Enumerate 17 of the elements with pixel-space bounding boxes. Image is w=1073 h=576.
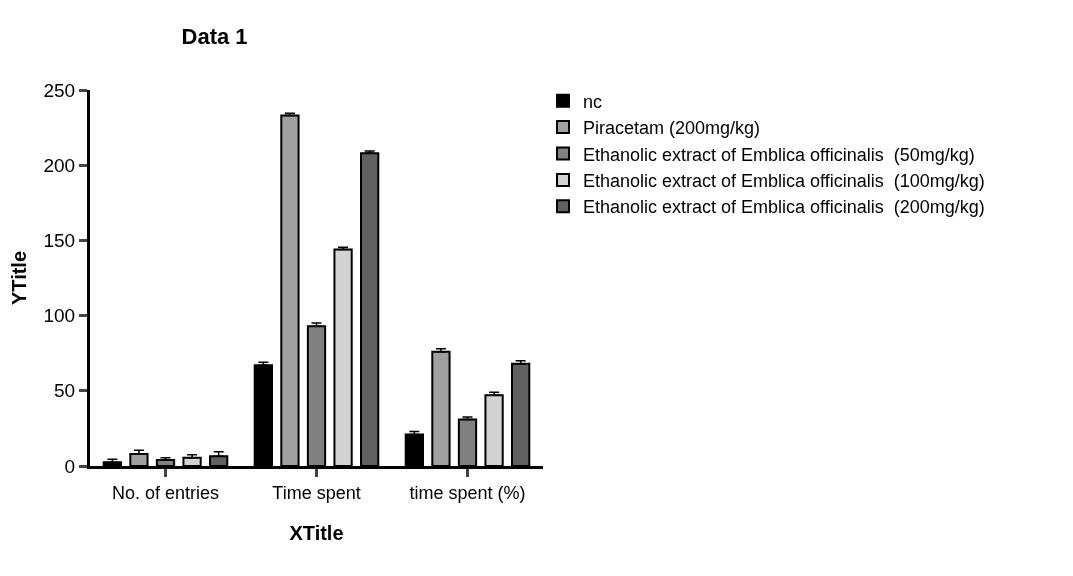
y-tick-label: 150: [43, 230, 76, 252]
x-tick-label: Time spent: [272, 482, 361, 503]
legend-label: Piracetam (200mg/kg): [583, 118, 761, 139]
legend-label: Ethanolic extract of Emblica officinalis (50mg/kg): [583, 144, 975, 165]
legend-label: Ethanolic extract of Emblica officinalis (100mg/kg): [583, 170, 985, 191]
y-tick-label: 0: [64, 455, 76, 477]
y-tick-label: 200: [43, 154, 76, 176]
chart-title: Data 1: [181, 24, 248, 50]
legend-label: Ethanolic extract of Emblica officinalis (200mg/kg): [583, 197, 985, 218]
x-axis-title: XTitle: [289, 522, 344, 545]
y-axis-title: YTitle: [8, 250, 30, 306]
legend-label: nc: [583, 91, 603, 112]
y-tick-label: 100: [43, 305, 76, 327]
y-tick-label: 50: [54, 380, 76, 402]
x-tick-label: No. of entries: [111, 482, 220, 503]
x-tick-label: time spent (%): [409, 482, 526, 503]
y-tick-label: 250: [43, 79, 76, 101]
